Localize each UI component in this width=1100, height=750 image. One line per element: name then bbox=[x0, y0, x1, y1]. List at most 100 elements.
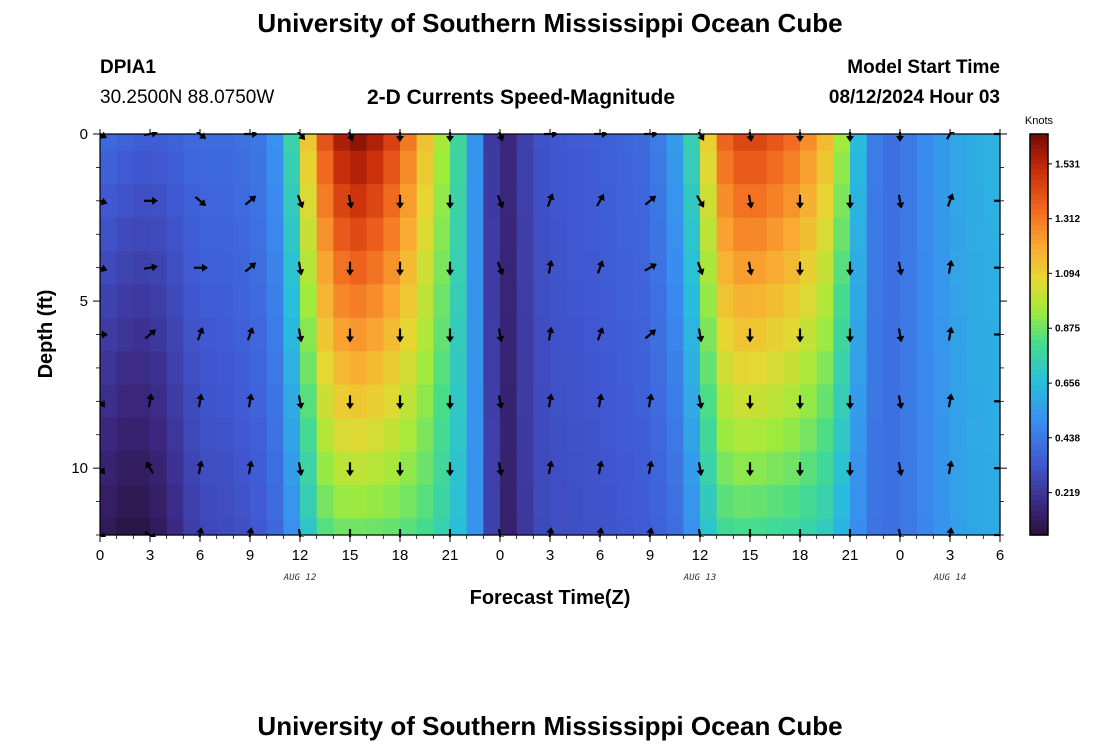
current-vector-arrow bbox=[896, 395, 905, 410]
heatmap-cell bbox=[750, 384, 768, 419]
heatmap-cell bbox=[650, 284, 668, 319]
heatmap-cell bbox=[783, 384, 801, 419]
heatmap-cell bbox=[633, 134, 651, 152]
current-vector-arrow bbox=[496, 261, 505, 276]
heatmap-cell bbox=[950, 484, 968, 519]
heatmap-cell bbox=[600, 284, 618, 319]
heatmap-cell bbox=[966, 518, 984, 536]
current-vector-arrow bbox=[446, 328, 454, 343]
colorbar-segment bbox=[1030, 334, 1048, 341]
heatmap-cell bbox=[650, 384, 668, 419]
heatmap-cell bbox=[900, 418, 918, 453]
heatmap-cell bbox=[916, 451, 934, 486]
heatmap-cell bbox=[466, 184, 484, 219]
heatmap-cell bbox=[600, 134, 618, 152]
heatmap-cell bbox=[283, 284, 301, 319]
heatmap-cell bbox=[950, 134, 968, 152]
y-tick-label: 10 bbox=[71, 460, 88, 477]
heatmap-cell bbox=[683, 134, 701, 152]
heatmap-cell bbox=[616, 317, 634, 352]
heatmap-cell bbox=[683, 284, 701, 319]
heatmap-cell bbox=[933, 518, 951, 536]
heatmap-cell bbox=[316, 484, 334, 519]
heatmap-cell bbox=[666, 384, 684, 419]
current-vector-arrow bbox=[896, 328, 905, 343]
heatmap-cell bbox=[266, 217, 284, 252]
heatmap-cell bbox=[333, 418, 351, 453]
heatmap-cell bbox=[200, 451, 218, 486]
heatmap-cell bbox=[466, 217, 484, 252]
current-vector-arrow bbox=[746, 328, 754, 343]
colorbar-segment bbox=[1030, 329, 1048, 336]
current-vector-arrow bbox=[496, 462, 505, 477]
current-vector-arrow bbox=[100, 395, 106, 408]
heatmap-cell bbox=[850, 418, 868, 453]
colorbar-segment bbox=[1030, 259, 1048, 265]
heatmap-cell bbox=[633, 351, 651, 386]
heatmap-cell bbox=[883, 351, 901, 386]
station-coordinates: 30.2500N 88.0750W bbox=[100, 87, 275, 108]
heatmap-cell bbox=[350, 217, 368, 252]
heatmap-cell bbox=[283, 217, 301, 252]
heatmap-cell bbox=[433, 484, 451, 519]
heatmap-cell bbox=[383, 484, 401, 519]
x-tick-label: 15 bbox=[742, 547, 759, 564]
heatmap-cell bbox=[450, 351, 468, 386]
heatmap-cell bbox=[166, 518, 184, 536]
x-tick-label: 18 bbox=[792, 547, 809, 564]
heatmap-cell bbox=[916, 351, 934, 386]
heatmap-cell bbox=[366, 284, 384, 319]
heatmap-cell bbox=[666, 418, 684, 453]
heatmap-cell bbox=[516, 317, 534, 352]
heatmap-cell bbox=[150, 451, 168, 486]
heatmap-cell bbox=[433, 317, 451, 352]
colorbar-segment bbox=[1030, 394, 1048, 401]
heatmap-cell bbox=[500, 518, 518, 536]
heatmap-cell bbox=[416, 184, 434, 219]
heatmap-cell bbox=[416, 250, 434, 285]
heatmap-cell bbox=[700, 284, 718, 319]
heatmap-cell bbox=[166, 418, 184, 453]
heatmap-cell bbox=[100, 217, 118, 252]
colorbar-segment bbox=[1030, 189, 1048, 195]
heatmap-cell bbox=[600, 351, 618, 386]
heatmap-cell bbox=[350, 484, 368, 519]
colorbar-tick-label: 0.438 bbox=[1055, 433, 1080, 444]
colorbar-segment bbox=[1030, 374, 1048, 381]
heatmap-cell bbox=[150, 518, 168, 536]
colorbar-segment bbox=[1030, 224, 1048, 230]
heatmap-cell bbox=[233, 351, 251, 386]
heatmap-cell bbox=[500, 217, 518, 252]
current-vector-arrow bbox=[596, 193, 605, 207]
heatmap-cell bbox=[566, 184, 584, 219]
heatmap-cell bbox=[283, 184, 301, 219]
heatmap-cell bbox=[733, 284, 751, 319]
heatmap-cell bbox=[200, 217, 218, 252]
heatmap-cell bbox=[950, 351, 968, 386]
heatmap-cell bbox=[166, 317, 184, 352]
current-vector-arrow bbox=[296, 328, 305, 343]
heatmap-cell bbox=[650, 134, 668, 152]
heatmap-cell bbox=[400, 351, 418, 386]
heatmap-cell bbox=[466, 134, 484, 152]
heatmap-cell bbox=[833, 384, 851, 419]
current-vector-arrow bbox=[696, 395, 705, 410]
heatmap-cell bbox=[933, 150, 951, 185]
current-vector-arrow bbox=[546, 193, 555, 207]
current-vector-arrow bbox=[896, 261, 905, 276]
heatmap-cell bbox=[816, 250, 834, 285]
colorbar-segment bbox=[1030, 504, 1048, 511]
heatmap-cell bbox=[666, 518, 684, 536]
colorbar-segment bbox=[1030, 459, 1048, 466]
heatmap-cell bbox=[500, 284, 518, 319]
x-tick-label: 3 bbox=[146, 547, 154, 564]
heatmap-cell bbox=[266, 484, 284, 519]
heatmap-cell bbox=[550, 317, 568, 352]
heatmap-cell bbox=[883, 484, 901, 519]
heatmap-cell bbox=[633, 384, 651, 419]
current-vector-arrow bbox=[644, 329, 657, 340]
heatmap-cell bbox=[133, 384, 151, 419]
colorbar-segment bbox=[1030, 284, 1048, 290]
heatmap-cell bbox=[766, 418, 784, 453]
